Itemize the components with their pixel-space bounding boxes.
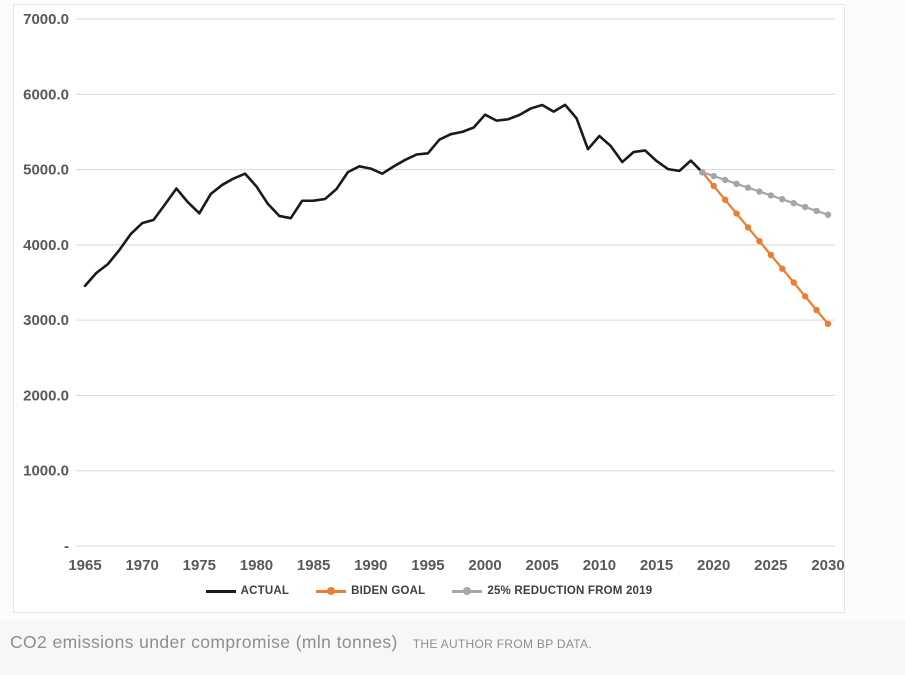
series-marker-25-reduction-from-2019 — [801, 203, 809, 211]
series-marker-25-reduction-from-2019 — [813, 207, 820, 215]
series-marker-25-reduction-from-2019 — [756, 188, 763, 195]
x-axis-tick-label: 1965 — [68, 557, 101, 574]
x-axis-tick-label: 2030 — [811, 557, 844, 574]
x-axis-tick-label: 1985 — [297, 557, 330, 574]
x-axis-tick-label: 1990 — [354, 557, 387, 574]
series-marker-25-reduction-from-2019 — [779, 196, 786, 203]
y-axis-tick-label: 4000.0 — [23, 237, 69, 254]
series-marker-25-reduction-from-2019 — [710, 172, 717, 180]
series-marker-25-reduction-from-2019 — [699, 169, 706, 176]
x-axis-tick-label: 2015 — [640, 557, 673, 574]
chart-legend: ACTUAL BIDEN GOAL 25% REDUCTION FROM 2019 — [14, 585, 844, 597]
series-marker-25-reduction-from-2019 — [744, 184, 752, 191]
y-axis-tick-label: 3000.0 — [23, 312, 69, 329]
x-axis-tick-label: 2010 — [583, 557, 616, 574]
series-line-biden-goal — [701, 171, 830, 326]
legend-marker-dot-biden-goal — [327, 587, 336, 595]
series-marker-25-reduction-from-2019 — [824, 211, 832, 218]
y-axis-tick-label: - — [64, 538, 69, 555]
y-axis-tick-label: 7000.0 — [23, 11, 69, 28]
x-axis-tick-label: 2000 — [468, 557, 501, 574]
series-marker-25-reduction-from-2019 — [733, 180, 740, 188]
series-marker-biden-goal — [813, 306, 820, 314]
series-marker-25-reduction-from-2019 — [790, 199, 797, 207]
x-axis-tick-label: 2005 — [526, 557, 559, 574]
chart-svg: 7000.0 6000.0 5000.0 4000.0 3000.0 2000.0 1000… — [23, 11, 845, 574]
series-marker-25-reduction-from-2019 — [767, 192, 775, 199]
series-marker-25-reduction-from-2019 — [721, 176, 729, 184]
x-axis-tick-label: 1970 — [125, 557, 158, 574]
x-axis-tick-label: 1995 — [411, 557, 444, 574]
series-marker-biden-goal — [721, 196, 729, 203]
series-marker-biden-goal — [756, 237, 763, 245]
chart-caption: CO2 emissions under compromise (mln tonn… — [10, 632, 890, 653]
legend-item-biden-goal: BIDEN GOAL — [316, 585, 425, 597]
series-marker-biden-goal — [767, 251, 775, 259]
legend-line-swatch-actual — [205, 589, 236, 593]
series-marker-biden-goal — [779, 265, 786, 272]
series-marker-biden-goal — [824, 320, 832, 328]
series-marker-biden-goal — [733, 210, 740, 217]
caption-title: CO2 emissions under compromise (mln tonn… — [10, 632, 398, 652]
legend-label-25-reduction-from-2019: 25% REDUCTION FROM 2019 — [487, 585, 653, 597]
caption-source: THE AUTHOR FROM BP DATA. — [412, 637, 592, 651]
legend-marker-dot-25-reduction-from-2019 — [463, 587, 472, 595]
legend-line-swatch-biden-goal — [316, 587, 347, 595]
y-axis-tick-label: 6000.0 — [23, 86, 69, 103]
legend-item-actual: ACTUAL — [205, 585, 290, 597]
series-marker-biden-goal — [710, 182, 717, 190]
legend-item-25-reduction-from-2019: 25% REDUCTION FROM 2019 — [452, 585, 652, 597]
legend-label-biden-goal: BIDEN GOAL — [351, 585, 426, 597]
x-axis-tick-label: 2025 — [754, 557, 787, 574]
series-marker-biden-goal — [801, 293, 809, 300]
x-axis-tick-label: 1975 — [183, 557, 216, 574]
legend-label-actual: ACTUAL — [240, 585, 290, 597]
x-axis-tick-label: 2020 — [697, 557, 730, 574]
series-line-actual — [83, 103, 704, 288]
y-axis-tick-label: 5000.0 — [23, 162, 69, 179]
y-axis-tick-label: 2000.0 — [23, 387, 69, 404]
chart-panel: 7000.0 6000.0 5000.0 4000.0 3000.0 2000.0 1000… — [13, 4, 845, 613]
y-axis-tick-label: 1000.0 — [23, 463, 69, 480]
legend-line-swatch-25-reduction-from-2019 — [452, 587, 483, 595]
series-marker-biden-goal — [790, 279, 797, 286]
x-axis-tick-label: 1980 — [240, 557, 273, 574]
series-marker-biden-goal — [744, 224, 752, 231]
